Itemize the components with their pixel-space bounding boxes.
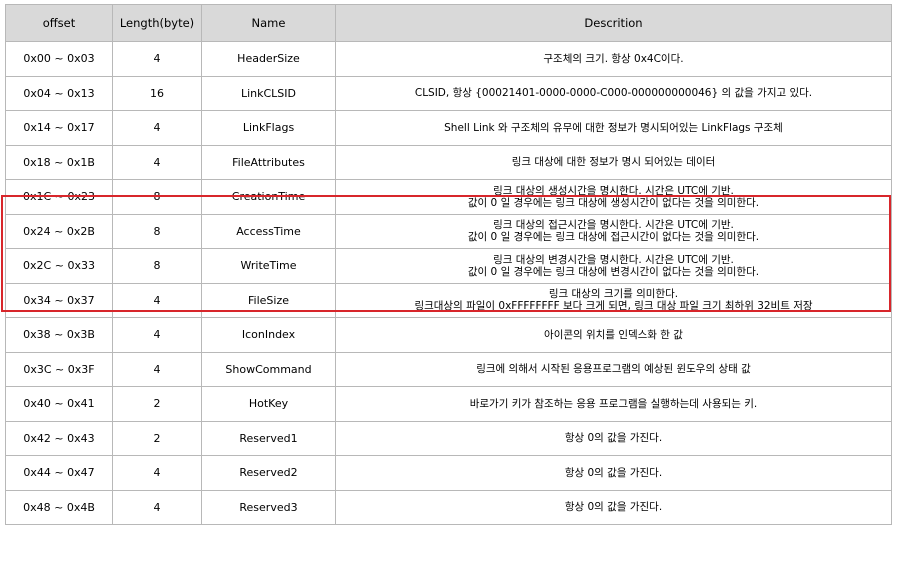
description-line: 바로가기 키가 참조하는 응용 프로그램을 실행하는데 사용되는 키. bbox=[469, 397, 758, 410]
header-offset: offset bbox=[5, 4, 113, 42]
length-cell: 16 bbox=[112, 75, 202, 111]
offset-cell: 0x2C ~ 0x33 bbox=[5, 248, 113, 284]
offset-cell: 0x1C ~ 0x23 bbox=[5, 179, 113, 215]
offset-cell: 0x38 ~ 0x3B bbox=[5, 317, 113, 353]
length-cell: 4 bbox=[112, 351, 202, 387]
description-line: Shell Link 와 구조체의 유무에 대한 정보가 명시되어있는 Link… bbox=[444, 121, 783, 134]
name-cell: Reserved2 bbox=[201, 455, 336, 491]
description-line: 링크 대상의 생성시간을 명시한다. 시간은 UTC에 기반. bbox=[493, 184, 734, 197]
description-cell: 링크 대상의 접근시간을 명시한다. 시간은 UTC에 기반. 값이 0 일 경우… bbox=[335, 213, 892, 249]
table-row: 0x2C ~ 0x33 8 WriteTime 링크 대상의 변경시간을 명시한다. … bbox=[5, 248, 892, 284]
table-row: 0x1C ~ 0x23 8 CreationTime 링크 대상의 생성시간을 명시한… bbox=[5, 179, 892, 215]
description-line: 값이 0 일 경우에는 링크 대상에 접근시간이 없다는 것을 의미한다. bbox=[467, 231, 760, 244]
offset-cell: 0x04 ~ 0x13 bbox=[5, 75, 113, 111]
description-line: 항상 0의 값을 가진다. bbox=[564, 501, 663, 514]
offset-cell: 0x18 ~ 0x1B bbox=[5, 144, 113, 180]
table-row: 0x34 ~ 0x37 4 FileSize 링크 대상의 크기를 의미한다. 링크대상… bbox=[5, 282, 892, 318]
description-line: CLSID, 항상 {00021401-0000-0000-C000-00000… bbox=[414, 87, 813, 100]
name-cell: Reserved3 bbox=[201, 489, 336, 525]
description-cell: 항상 0의 값을 가진다. bbox=[335, 489, 892, 525]
offset-cell: 0x44 ~ 0x47 bbox=[5, 455, 113, 491]
header-name: Name bbox=[201, 4, 336, 42]
description-line: 링크 대상의 크기를 의미한다. bbox=[548, 288, 679, 301]
name-cell: CreationTime bbox=[201, 179, 336, 215]
table-row: 0x44 ~ 0x47 4 Reserved2 항상 0의 값을 가진다. bbox=[5, 455, 892, 491]
description-line: 값이 0 일 경우에는 링크 대상에 생성시간이 없다는 것을 의미한다. bbox=[467, 196, 760, 209]
description-cell: 링크에 의해서 시작된 응용프로그램의 예상된 윈도우의 상태 값 bbox=[335, 351, 892, 387]
table-row: 0x38 ~ 0x3B 4 IconIndex 아이콘의 위치를 인덱스화 한 값 bbox=[5, 317, 892, 353]
description-line: 링크 대상에 대한 정보가 명시 되어있는 데이터 bbox=[511, 156, 716, 169]
length-cell: 4 bbox=[112, 144, 202, 180]
offset-cell: 0x3C ~ 0x3F bbox=[5, 351, 113, 387]
length-cell: 4 bbox=[112, 282, 202, 318]
offset-cell: 0x42 ~ 0x43 bbox=[5, 420, 113, 456]
description-cell: 링크 대상의 크기를 의미한다. 링크대상의 파일이 0xFFFFFFFF 보다 … bbox=[335, 282, 892, 318]
description-line: 항상 0의 값을 가진다. bbox=[564, 466, 663, 479]
structure-table: offset Length(byte) Name Descrition 0x00… bbox=[5, 4, 892, 525]
header-description: Descrition bbox=[335, 4, 892, 42]
table-row: 0x40 ~ 0x41 2 HotKey 바로가기 키가 참조하는 응용 프로그램을 … bbox=[5, 386, 892, 422]
name-cell: ShowCommand bbox=[201, 351, 336, 387]
description-cell: 링크 대상의 생성시간을 명시한다. 시간은 UTC에 기반. 값이 0 일 경우… bbox=[335, 179, 892, 215]
name-cell: AccessTime bbox=[201, 213, 336, 249]
name-cell: LinkFlags bbox=[201, 110, 336, 146]
name-cell: WriteTime bbox=[201, 248, 336, 284]
description-cell: Shell Link 와 구조체의 유무에 대한 정보가 명시되어있는 Link… bbox=[335, 110, 892, 146]
table-row: 0x3C ~ 0x3F 4 ShowCommand 링크에 의해서 시작된 응용프로그… bbox=[5, 351, 892, 387]
description-cell: CLSID, 항상 {00021401-0000-0000-C000-00000… bbox=[335, 75, 892, 111]
length-cell: 4 bbox=[112, 110, 202, 146]
table-row: 0x18 ~ 0x1B 4 FileAttributes 링크 대상에 대한 정보가 … bbox=[5, 144, 892, 180]
description-cell: 링크 대상의 변경시간을 명시한다. 시간은 UTC에 기반. 값이 0 일 경우… bbox=[335, 248, 892, 284]
length-cell: 8 bbox=[112, 179, 202, 215]
description-line: 구조체의 크기. 항상 0x4C이다. bbox=[543, 52, 684, 65]
length-cell: 4 bbox=[112, 317, 202, 353]
description-line: 링크 대상의 접근시간을 명시한다. 시간은 UTC에 기반. bbox=[493, 219, 734, 232]
table-row: 0x24 ~ 0x2B 8 AccessTime 링크 대상의 접근시간을 명시한다.… bbox=[5, 213, 892, 249]
description-cell: 항상 0의 값을 가진다. bbox=[335, 420, 892, 456]
description-cell: 항상 0의 값을 가진다. bbox=[335, 455, 892, 491]
description-cell: 링크 대상에 대한 정보가 명시 되어있는 데이터 bbox=[335, 144, 892, 180]
table-row: 0x48 ~ 0x4B 4 Reserved3 항상 0의 값을 가진다. bbox=[5, 489, 892, 525]
table-row: 0x14 ~ 0x17 4 LinkFlags Shell Link 와 구조체의 유… bbox=[5, 110, 892, 146]
length-cell: 4 bbox=[112, 455, 202, 491]
table-row: 0x42 ~ 0x43 2 Reserved1 항상 0의 값을 가진다. bbox=[5, 420, 892, 456]
length-cell: 4 bbox=[112, 41, 202, 77]
header-length: Length(byte) bbox=[112, 4, 202, 42]
length-cell: 2 bbox=[112, 386, 202, 422]
header-row: offset Length(byte) Name Descrition bbox=[5, 4, 892, 42]
description-cell: 구조체의 크기. 항상 0x4C이다. bbox=[335, 41, 892, 77]
name-cell: LinkCLSID bbox=[201, 75, 336, 111]
table-row: 0x00 ~ 0x03 4 HeaderSize 구조체의 크기. 항상 0x4C이다… bbox=[5, 41, 892, 77]
name-cell: Reserved1 bbox=[201, 420, 336, 456]
length-cell: 8 bbox=[112, 248, 202, 284]
offset-cell: 0x34 ~ 0x37 bbox=[5, 282, 113, 318]
offset-cell: 0x48 ~ 0x4B bbox=[5, 489, 113, 525]
description-line: 아이콘의 위치를 인덱스화 한 값 bbox=[544, 328, 683, 341]
name-cell: HeaderSize bbox=[201, 41, 336, 77]
description-cell: 아이콘의 위치를 인덱스화 한 값 bbox=[335, 317, 892, 353]
offset-cell: 0x14 ~ 0x17 bbox=[5, 110, 113, 146]
table-row: 0x04 ~ 0x13 16 LinkCLSID CLSID, 항상 {0002140… bbox=[5, 75, 892, 111]
description-line: 값이 0 일 경우에는 링크 대상에 변경시간이 없다는 것을 의미한다. bbox=[467, 265, 760, 278]
offset-cell: 0x40 ~ 0x41 bbox=[5, 386, 113, 422]
name-cell: FileAttributes bbox=[201, 144, 336, 180]
name-cell: IconIndex bbox=[201, 317, 336, 353]
description-line: 항상 0의 값을 가진다. bbox=[564, 432, 663, 445]
description-line: 링크대상의 파일이 0xFFFFFFFF 보다 크게 되면, 링크 대상 파일 … bbox=[414, 300, 813, 313]
description-line: 링크 대상의 변경시간을 명시한다. 시간은 UTC에 기반. bbox=[493, 253, 734, 266]
name-cell: HotKey bbox=[201, 386, 336, 422]
offset-cell: 0x24 ~ 0x2B bbox=[5, 213, 113, 249]
length-cell: 4 bbox=[112, 489, 202, 525]
description-line: 링크에 의해서 시작된 응용프로그램의 예상된 윈도우의 상태 값 bbox=[476, 363, 751, 376]
length-cell: 8 bbox=[112, 213, 202, 249]
offset-cell: 0x00 ~ 0x03 bbox=[5, 41, 113, 77]
description-cell: 바로가기 키가 참조하는 응용 프로그램을 실행하는데 사용되는 키. bbox=[335, 386, 892, 422]
name-cell: FileSize bbox=[201, 282, 336, 318]
length-cell: 2 bbox=[112, 420, 202, 456]
